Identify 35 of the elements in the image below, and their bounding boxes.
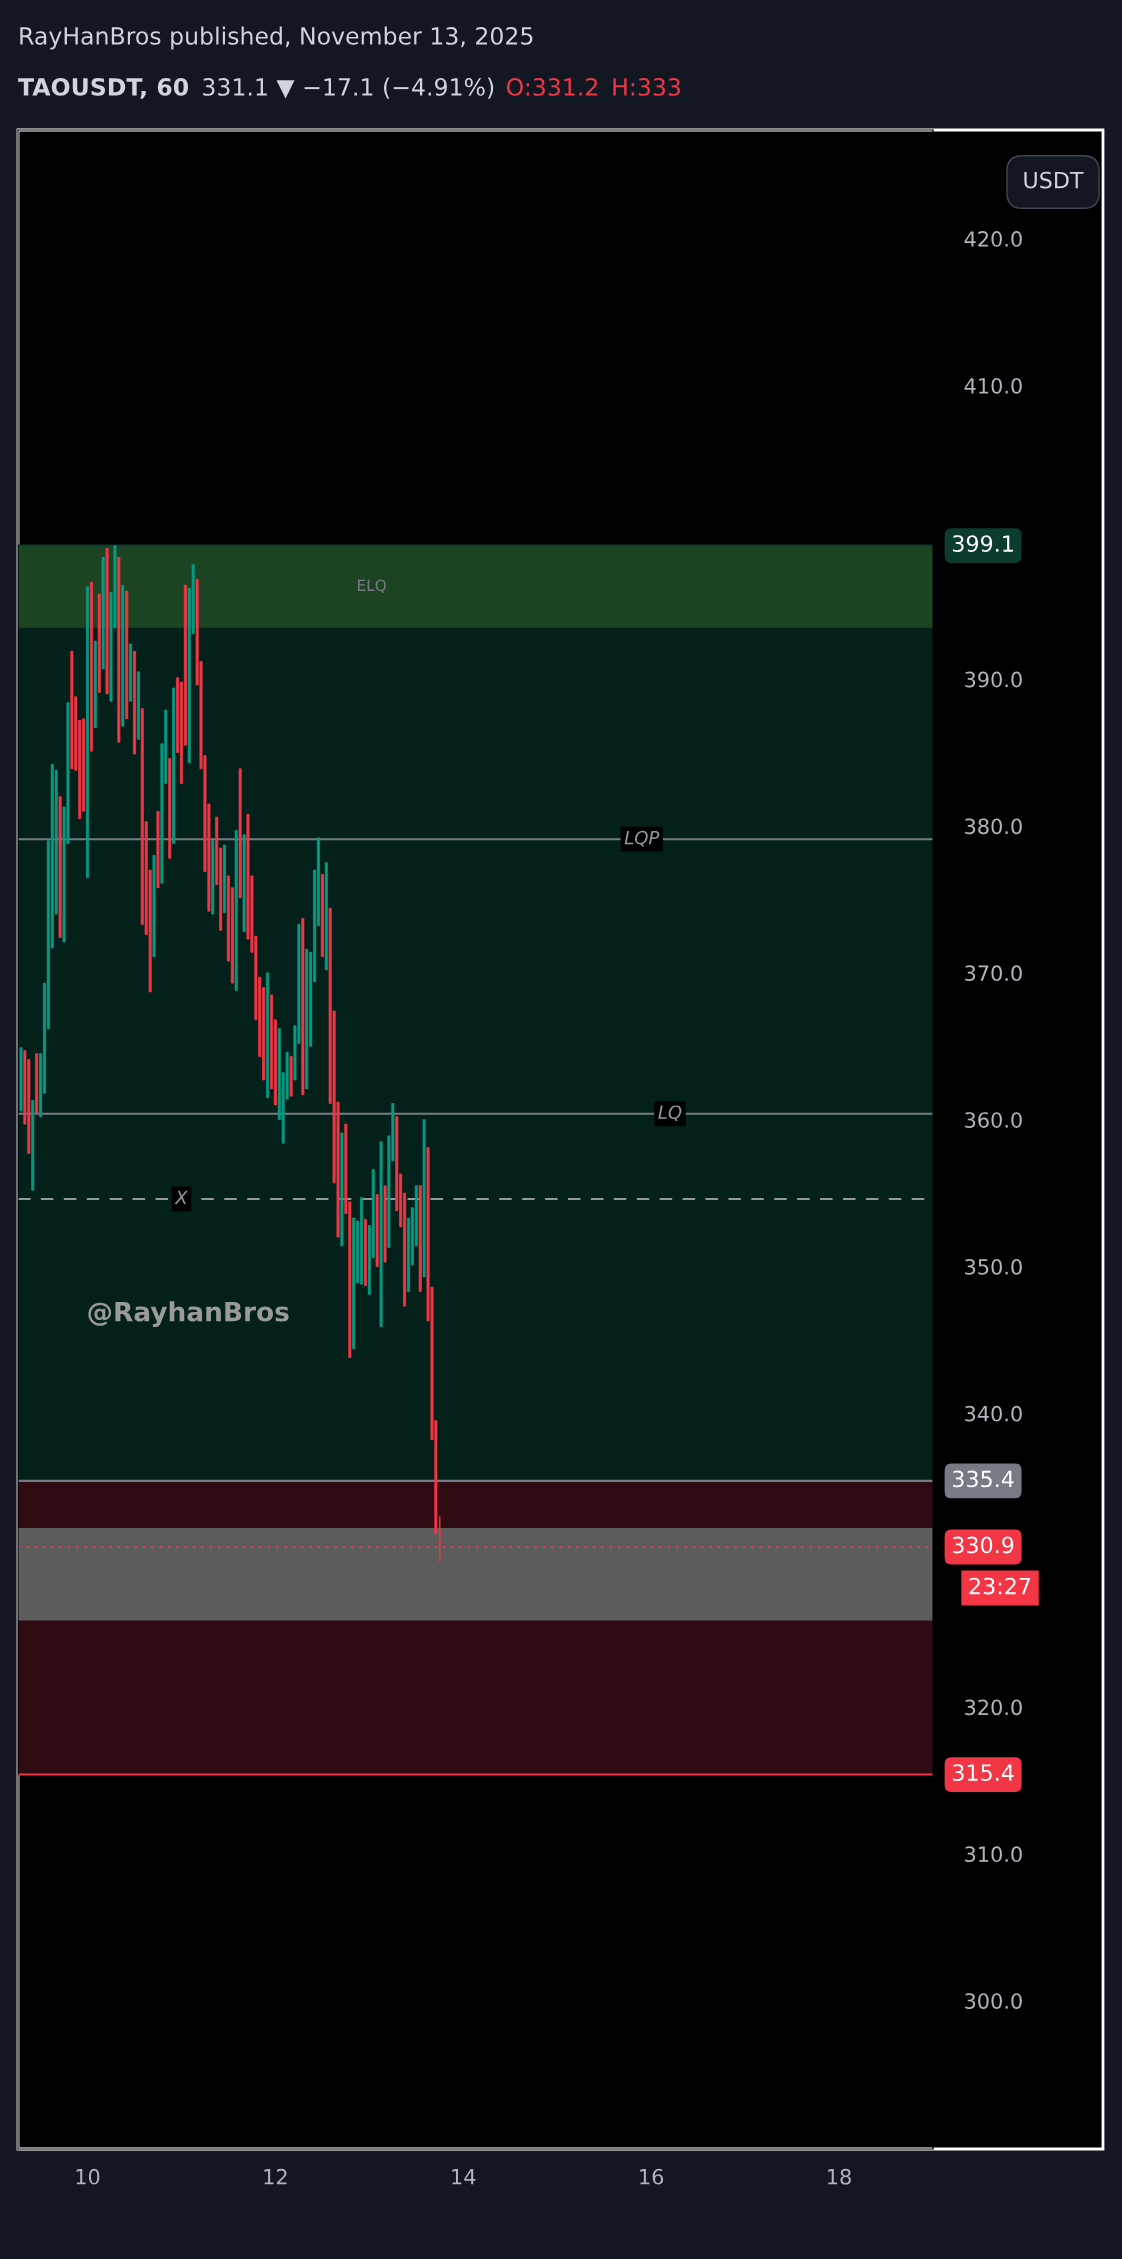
annotation: X bbox=[174, 1190, 188, 1204]
ref-line-label: 399.1 bbox=[952, 535, 1013, 552]
ref-line-label: 335.4 bbox=[952, 1470, 1014, 1488]
y-tick-label: 390.0 bbox=[965, 671, 1022, 688]
x-tick-label: 16 bbox=[640, 2168, 664, 2185]
chart-title: TAOUSDT, 60 bbox=[18, 77, 189, 99]
text: USDT bbox=[1024, 171, 1084, 189]
y-tick-label: 300.0 bbox=[965, 1993, 1022, 2009]
candlestick bbox=[86, 585, 90, 879]
band-label: ELQ bbox=[358, 579, 386, 593]
y-tick-label: 380.0 bbox=[965, 818, 1022, 835]
candlestick bbox=[132, 650, 136, 755]
y-tick-label: 310.0 bbox=[965, 1846, 1022, 1863]
y-tick-label: 420.0 bbox=[964, 231, 1022, 247]
y-tick-label: 320.0 bbox=[965, 1699, 1022, 1716]
text: O:331.2 bbox=[506, 77, 597, 96]
x-tick-label: 10 bbox=[76, 2168, 100, 2185]
text: 23:27 bbox=[969, 1577, 1031, 1595]
text: H:333 bbox=[613, 77, 681, 96]
y-tick-label: 360.0 bbox=[965, 1112, 1022, 1128]
text: 331.1 ▼ −17.1 (−4.91%) bbox=[203, 77, 494, 99]
annotation: LQP bbox=[624, 830, 660, 847]
text: RayHanBros published, November 13, 2025 bbox=[20, 26, 533, 50]
candlestick bbox=[222, 844, 226, 914]
annotation: LQ bbox=[658, 1105, 682, 1122]
x-tick-label: 14 bbox=[452, 2169, 476, 2185]
y-tick-label: 410.0 bbox=[964, 377, 1022, 394]
annotation: @RayhanBros bbox=[88, 1301, 289, 1327]
x-tick-label: 12 bbox=[264, 2168, 287, 2185]
y-tick-label: 350.0 bbox=[965, 1258, 1022, 1275]
y-tick-label: 340.0 bbox=[965, 1405, 1022, 1422]
x-tick-label: 18 bbox=[828, 2168, 851, 2185]
ref-line-label: 330.9 bbox=[952, 1536, 1014, 1554]
y-tick-label: 370.0 bbox=[965, 965, 1022, 982]
ref-line-label: 315.4 bbox=[952, 1764, 1014, 1782]
